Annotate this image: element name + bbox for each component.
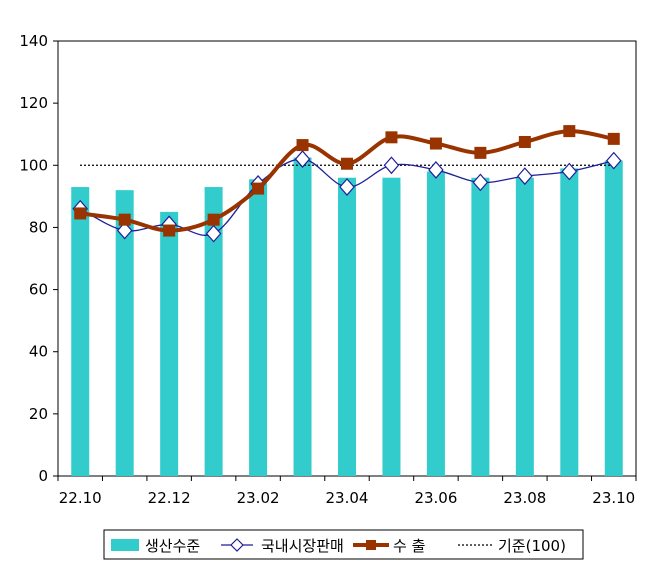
legend-swatch bbox=[111, 539, 139, 551]
bar bbox=[426, 171, 445, 476]
bar bbox=[293, 157, 312, 476]
bar bbox=[115, 190, 134, 476]
square-marker bbox=[385, 131, 398, 144]
y-tick-label: 40 bbox=[29, 343, 48, 361]
x-tick-label: 22.10 bbox=[59, 489, 102, 507]
square-marker bbox=[118, 213, 131, 226]
diamond-marker bbox=[605, 151, 622, 170]
bar bbox=[560, 168, 579, 476]
legend-label: 생산수준 bbox=[145, 537, 200, 555]
square-marker bbox=[163, 224, 176, 237]
square-marker bbox=[474, 146, 487, 159]
square-marker bbox=[296, 139, 309, 152]
diamond-marker bbox=[472, 173, 489, 192]
diamond-marker bbox=[383, 156, 400, 175]
legend-label: 수 출 bbox=[393, 537, 425, 555]
y-tick-label: 0 bbox=[38, 467, 48, 485]
diamond-marker bbox=[561, 162, 578, 181]
x-tick-label: 23.06 bbox=[414, 489, 457, 507]
legend-label: 국내시장판매 bbox=[261, 537, 344, 555]
y-tick-label: 80 bbox=[29, 218, 48, 236]
diamond-marker bbox=[517, 167, 533, 186]
diamond-marker bbox=[116, 221, 133, 240]
legend: 생산수준 국내시장판매 수 출 기준(100) bbox=[103, 529, 584, 560]
x-tick-label: 23.02 bbox=[237, 489, 280, 507]
bar bbox=[604, 160, 623, 476]
bar bbox=[471, 177, 490, 476]
y-tick-label: 20 bbox=[29, 405, 48, 423]
bar bbox=[249, 179, 268, 476]
legend-marker bbox=[230, 538, 244, 552]
x-tick-label: 23.10 bbox=[592, 489, 635, 507]
x-tick-label: 23.08 bbox=[503, 489, 546, 507]
diamond-marker bbox=[428, 161, 444, 179]
square-marker bbox=[563, 125, 576, 138]
x-tick-label: 22.12 bbox=[148, 489, 191, 507]
y-tick-label: 140 bbox=[19, 32, 48, 50]
diamond-marker bbox=[339, 178, 355, 196]
square-marker bbox=[607, 132, 620, 145]
bar bbox=[338, 177, 356, 476]
square-marker bbox=[207, 213, 220, 226]
legend-marker bbox=[366, 540, 376, 550]
bar-series bbox=[71, 157, 623, 477]
bar bbox=[160, 211, 179, 476]
bar bbox=[515, 177, 534, 476]
square-marker bbox=[429, 137, 442, 150]
legend-label: 기준(100) bbox=[498, 537, 566, 555]
bar bbox=[71, 187, 90, 477]
square-marker bbox=[518, 135, 531, 148]
x-tick-label: 23.04 bbox=[326, 489, 369, 507]
y-tick-label: 120 bbox=[19, 94, 48, 112]
square-marker bbox=[341, 157, 353, 170]
diamond-marker bbox=[205, 224, 222, 243]
line-series bbox=[72, 125, 622, 243]
legend-box bbox=[103, 529, 584, 560]
y-tick-label: 100 bbox=[19, 156, 48, 174]
y-tick-label: 60 bbox=[29, 281, 48, 299]
square-marker bbox=[74, 207, 87, 220]
tick-labels: 0 20 40 60 80 100 120 140 22.10 22.12 23.02 23.04 23… bbox=[19, 32, 635, 507]
bar bbox=[382, 177, 401, 476]
diamond-marker bbox=[294, 150, 311, 168]
square-marker bbox=[252, 182, 265, 195]
bar bbox=[204, 187, 223, 477]
